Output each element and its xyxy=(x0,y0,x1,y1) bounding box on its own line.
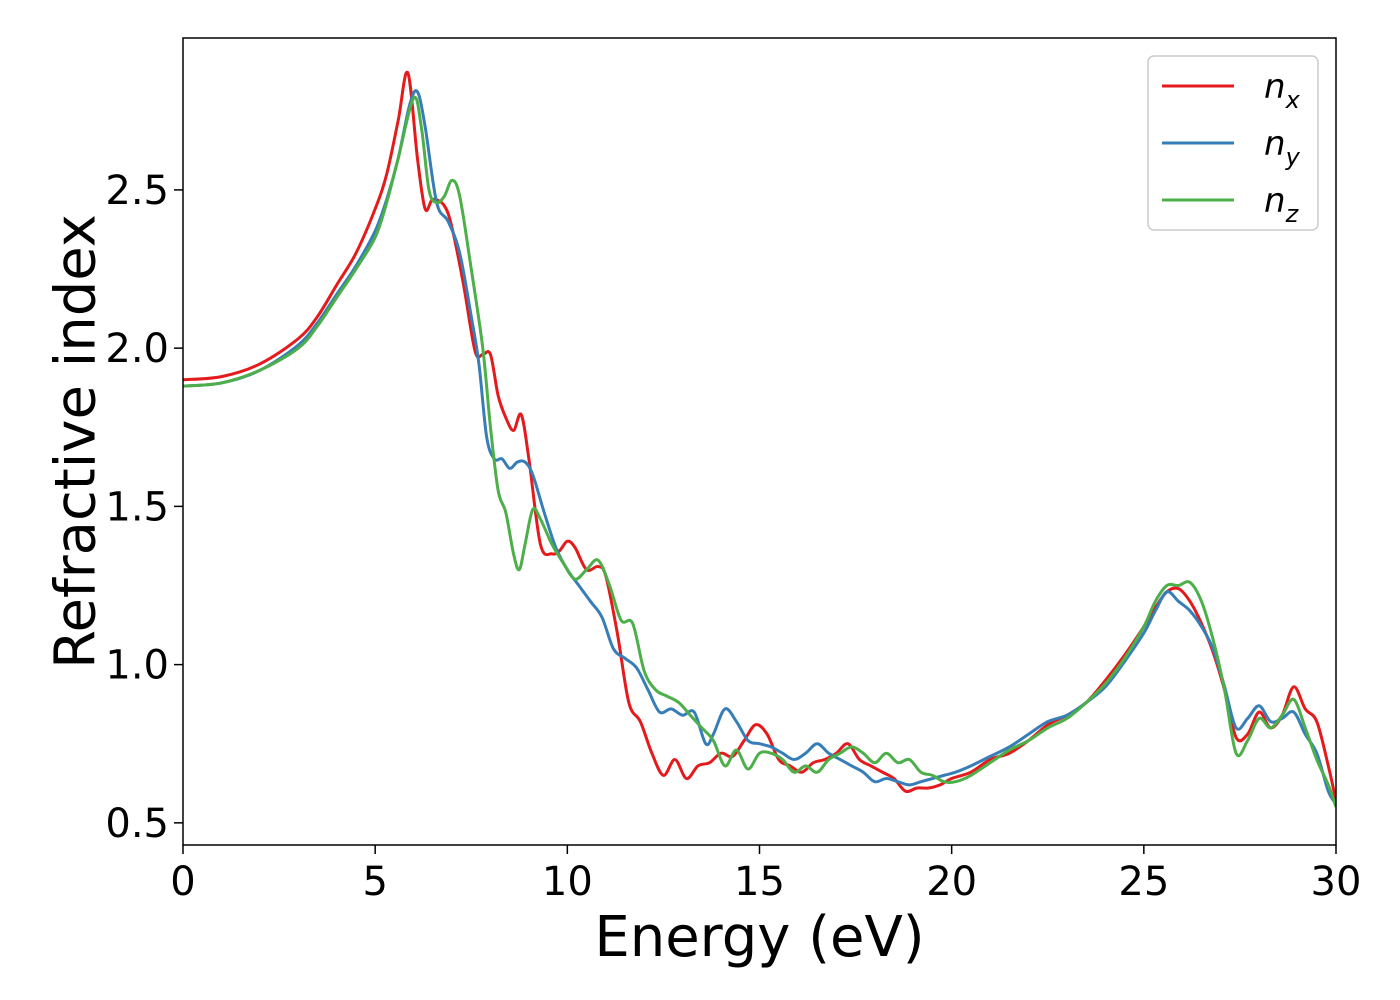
legend-label-subscript: z xyxy=(1285,200,1300,228)
x-axis-label: Energy (eV) xyxy=(594,905,924,970)
legend-label-ny: ny xyxy=(1264,124,1301,171)
y-tick-label: 1.5 xyxy=(105,484,169,530)
legend-label-main: n xyxy=(1264,181,1286,221)
x-tick-label: 30 xyxy=(1311,859,1362,905)
y-axis-label: Refractive index xyxy=(44,214,109,669)
legend-label-nx: nx xyxy=(1264,67,1301,114)
y-tick-label: 1.0 xyxy=(105,643,169,689)
x-tick-label: 20 xyxy=(926,859,977,905)
x-tick-label: 5 xyxy=(362,859,387,905)
y-tick-label: 0.5 xyxy=(105,801,169,847)
legend-label-main: n xyxy=(1264,124,1286,164)
y-axis-ticks: 0.5 1.0 1.5 2.0 2.5 xyxy=(105,168,183,847)
x-tick-label: 15 xyxy=(734,859,785,905)
legend-label-subscript: y xyxy=(1285,143,1301,171)
legend-label-main: n xyxy=(1264,67,1286,107)
legend-label-subscript: x xyxy=(1285,86,1301,114)
series-group xyxy=(183,70,1336,808)
series-line-ny xyxy=(183,89,1336,805)
y-tick-label: 2.5 xyxy=(105,168,169,214)
y-tick-label: 2.0 xyxy=(105,326,169,372)
series-line-nz xyxy=(183,95,1336,808)
x-axis-ticks: 0 5 10 15 20 25 30 xyxy=(170,845,1361,905)
legend-label-nz: nz xyxy=(1264,181,1300,228)
x-tick-label: 10 xyxy=(542,859,593,905)
x-tick-label: 0 xyxy=(170,859,195,905)
x-tick-label: 25 xyxy=(1118,859,1169,905)
